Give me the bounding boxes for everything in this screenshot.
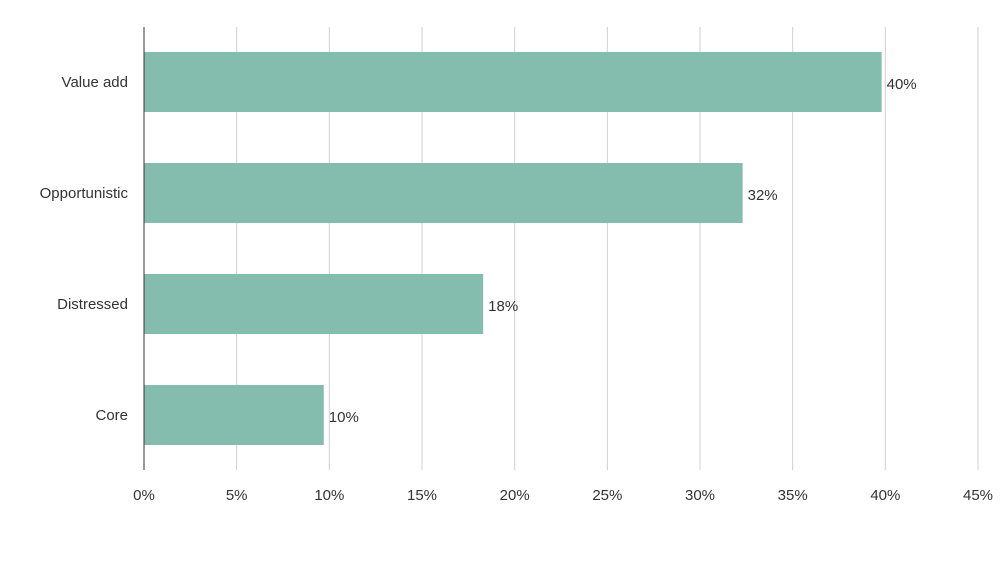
data-label: 32%: [748, 187, 778, 204]
bars: [144, 52, 882, 445]
bar: [144, 274, 484, 334]
x-tick-label: 15%: [407, 487, 437, 504]
category-label: Opportunistic: [40, 185, 129, 202]
data-labels: 40% 32% 18% 10%: [329, 76, 917, 426]
x-tick-label: 5%: [226, 487, 248, 504]
bar: [144, 385, 324, 445]
bar: [144, 163, 743, 223]
category-label: Core: [95, 407, 128, 424]
x-tick-label: 0%: [133, 487, 155, 504]
x-tick-label: 35%: [778, 487, 808, 504]
data-label: 18%: [488, 298, 518, 315]
x-tick-label: 25%: [592, 487, 622, 504]
x-tick-label: 45%: [963, 487, 993, 504]
category-label: Value add: [62, 74, 128, 91]
x-tick-label: 20%: [500, 487, 530, 504]
x-tick-label: 30%: [685, 487, 715, 504]
x-tick-label: 40%: [870, 487, 900, 504]
bar: [144, 52, 882, 112]
x-tick-labels: 0% 5% 10% 15% 20% 25% 30% 35% 40% 45%: [133, 487, 993, 504]
category-labels: Value add Opportunistic Distressed Core: [40, 74, 129, 424]
category-label: Distressed: [57, 296, 128, 313]
x-tick-label: 10%: [314, 487, 344, 504]
data-label: 10%: [329, 409, 359, 426]
data-label: 40%: [887, 76, 917, 93]
